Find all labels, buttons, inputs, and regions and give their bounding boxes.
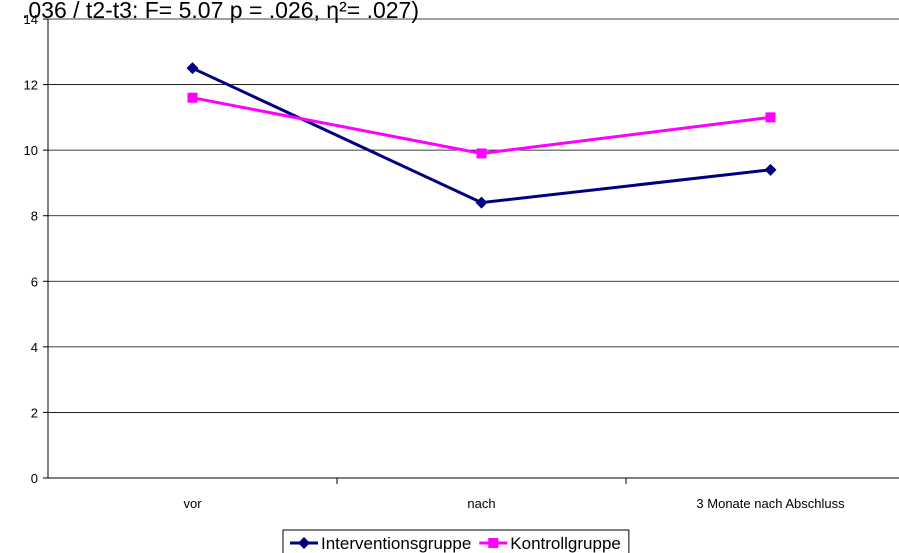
chart-title: .036 / t2-t3: F= 5.07 p = .026, η²= .027… xyxy=(22,0,419,23)
y-tick-label: 10 xyxy=(24,143,38,158)
y-tick-label: 6 xyxy=(31,274,38,289)
x-tick-label: nach xyxy=(467,496,495,511)
series-line xyxy=(191,66,771,205)
y-tick-label: 8 xyxy=(31,209,38,224)
legend: Interventionsgruppe Kontrollgruppe xyxy=(282,529,630,553)
series-line xyxy=(192,96,771,155)
data-point xyxy=(764,163,777,176)
y-tick-label: 12 xyxy=(24,78,38,93)
x-tick-label: 3 Monate nach Abschluss xyxy=(696,496,845,511)
data-point xyxy=(186,62,199,75)
legend-label: Kontrollgruppe xyxy=(510,534,621,553)
legend-marker xyxy=(488,538,499,548)
legend-marker xyxy=(298,537,310,549)
data-point xyxy=(765,112,776,123)
y-tick-label: 14 xyxy=(24,12,38,27)
y-tick-label: 0 xyxy=(31,471,38,486)
legend-label: Interventionsgruppe xyxy=(321,534,471,553)
y-tick-label: 2 xyxy=(31,405,38,420)
legend-box xyxy=(282,529,630,553)
data-point xyxy=(476,148,487,159)
data-point xyxy=(475,196,488,209)
y-tick-label: 4 xyxy=(31,340,38,355)
data-point xyxy=(187,92,198,103)
x-tick-label: vor xyxy=(183,496,202,511)
